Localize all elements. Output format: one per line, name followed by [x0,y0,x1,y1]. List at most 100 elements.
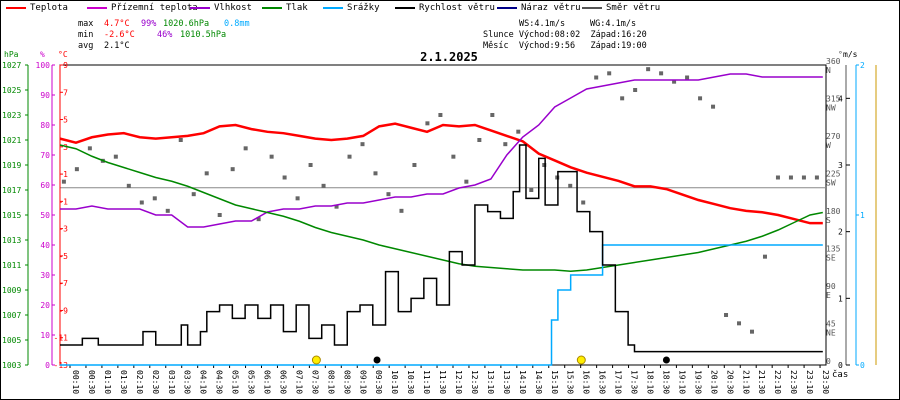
pressure-tick-label: 1023 [2,111,21,120]
wind-direction-point [412,163,417,167]
x-tick-label: 11:30 [438,370,447,394]
x-tick-label: 00:30 [87,370,96,394]
pressure-unit: hPa [4,50,19,59]
wind-direction-point [425,121,430,126]
x-tick-label: 03:30 [183,370,192,394]
stat-max-label: max [78,19,94,29]
x-tick-label: 19:30 [693,370,702,394]
wind-tick-label: 4 [838,94,843,103]
x-tick-label: 17:30 [630,370,639,394]
wind-direction-point [321,183,326,188]
wind-direction-point [490,113,495,117]
wind-direction-point [386,192,391,197]
wind-direction-point [814,175,819,180]
stat-min-temp: -2.6°C [104,30,135,40]
wind-direction-point [256,217,261,222]
x-tick-label: 22:10 [773,370,782,394]
wind-direction-point [633,88,638,92]
temperature-tick-label: 3 [63,143,68,152]
stat-wind-speed: WS:4.1m/s [519,19,566,29]
stat-avg-temp: 2.1°C [104,41,130,51]
humidity-tick-label: 40 [40,241,50,250]
wind-direction-point [295,196,300,201]
x-tick-label: 04:30 [215,370,224,394]
direction-tick-label: 45 [826,320,836,329]
wind-direction-point [762,254,767,259]
wind-unit: m/s [843,50,858,59]
wind-direction-point [438,113,443,117]
x-tick-label: 21:10 [741,370,750,394]
temperature-tick-label: -9 [58,306,68,315]
pressure-tick-label: 1005 [2,336,21,345]
legend-item-ground-temperature: Přízemní teplota [87,3,198,13]
wind-tick-label: 3 [838,161,843,170]
stat-min-humidity: 46% [157,30,173,40]
wind-direction-point [607,71,612,76]
wind-direction-point [711,104,716,109]
wind-direction-point [620,96,625,101]
stat-max-humidity: 99% [141,19,157,29]
x-tick-label: 12:30 [470,370,479,394]
x-tick-label: 18:30 [661,370,670,394]
x-tick-label: 01:30 [119,370,128,394]
x-tick-label: 09:10 [358,370,367,394]
humidity-tick-label: 20 [40,301,50,310]
direction-tick-label: 90 [826,282,836,291]
direction-tick-label: 135 [826,245,841,254]
series-line-vlhkost [60,73,823,228]
x-tick-label: 12:10 [454,370,463,394]
legend-item-rain: Srážky [323,3,380,13]
moonset-marker [662,356,670,364]
wind-direction-point [542,163,547,167]
wind-direction-point [594,75,599,80]
x-tick-label: 17:10 [614,370,623,394]
wind-direction-point [503,142,508,147]
wind-direction-point [347,154,352,159]
pressure-tick-label: 1003 [2,361,21,370]
x-tick-label: 02:10 [135,370,144,394]
wind-direction-point [477,138,482,142]
direction-unit: ° [838,50,843,59]
x-tick-label: 06:30 [278,370,287,394]
temperature-tick-label: -1 [58,197,68,206]
wind-direction-point [139,200,144,205]
stat-max-temp: 4.7°C [104,19,130,29]
stat-max-pressure: 1020.6hPa [163,19,210,29]
temperature-tick-label: 1 [63,170,68,179]
direction-tick-label: 180 [826,207,841,216]
wind-direction-point [178,138,183,142]
wind-direction-point [646,67,651,72]
x-tick-label: 05:30 [247,370,256,394]
wind-direction-point [801,175,806,180]
pressure-tick-label: 1027 [2,61,21,70]
stat-max-rain: 0.8mm [224,19,250,29]
chart-axes: hPa% °C ° m/s102710251023102110191017101510… [2,50,877,394]
stat-min-pressure: 1010.5hPa [180,30,227,40]
series-line-teplota [59,122,823,225]
direction-tick-label: 225 [826,170,841,179]
wind-direction-point [698,96,703,101]
x-tick-label: 02:30 [151,370,160,394]
x-tick-label: 01:10 [103,370,112,394]
x-tick-label: 11:10 [422,370,431,394]
x-tick-label: 08:10 [326,370,335,394]
stat-min-label: min [78,30,94,40]
wind-direction-point [230,167,235,172]
wind-tick-label: 0 [838,361,843,370]
x-tick-label: 06:10 [263,370,272,394]
direction-compass-label: S [826,216,831,225]
wind-direction-point [464,179,469,184]
series-line-tlak [59,144,823,273]
wind-direction-point [568,183,573,188]
wind-direction-point [165,208,170,213]
rain-tick-label: 1 [860,211,865,220]
wind-direction-point [87,146,92,151]
humidity-tick-label: 30 [40,271,50,280]
x-tick-label: 18:10 [646,370,655,394]
direction-compass-label: NW [826,104,836,113]
wind-direction-point [217,213,222,217]
wind-direction-point [360,142,365,147]
wind-direction-point [204,171,209,176]
direction-tick-label: 315 [826,95,841,104]
